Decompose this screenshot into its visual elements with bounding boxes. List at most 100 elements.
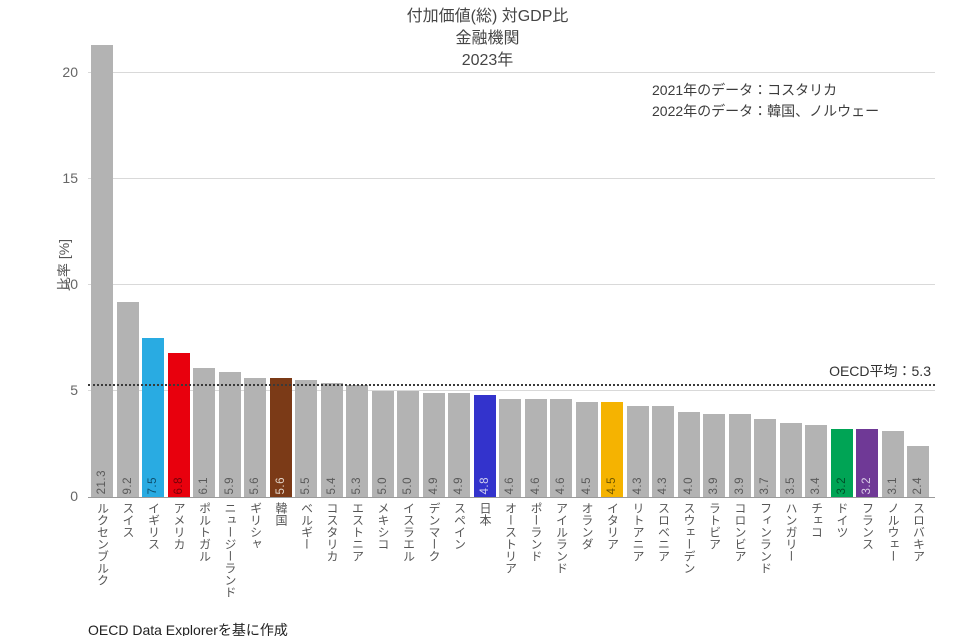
bar-26: 3.7 フィンランド [754, 418, 776, 574]
bar-16: 4.6 オーストリア [499, 399, 521, 574]
bar-value-10: 5.3 [351, 476, 363, 495]
x-label-14: スペイン [452, 502, 467, 550]
data-year-note: 2021年のデータ：コスタリカ 2022年のデータ：韓国、ノルウェー [652, 80, 879, 122]
x-label-28: チェコ [809, 502, 824, 538]
bar-6: 5.6 ギリシャ [244, 378, 266, 550]
x-label-4: ポルトガル [197, 502, 212, 562]
bar-value-31: 3.1 [886, 476, 899, 495]
x-label-2: イギリス [146, 502, 161, 550]
bar-20: 4.5 イタリア [601, 401, 623, 550]
bar-25: 3.9 コロンビア [728, 414, 751, 562]
bar-17: 4.6 ポーランド [524, 399, 547, 562]
bar-23: 4.0 スウェーデン [677, 412, 700, 574]
bar-value-27: 3.5 [784, 476, 797, 495]
bar-21: 4.3 リトアニア [626, 405, 649, 562]
chart-title: 付加価値(総) 対GDP比 [396, 6, 579, 28]
x-label-23: スウェーデン [682, 502, 696, 574]
bar-8: 5.5 ベルギー [295, 380, 317, 550]
bar-31: 3.1 ノルウェー [881, 431, 904, 562]
bar-value-5: 5.9 [223, 476, 236, 495]
bar-3: 6.8 アメリカ [167, 352, 190, 550]
bar-5: 5.9 ニュージーランド [218, 371, 241, 598]
bar-11: 5.0 メキシコ [371, 391, 394, 550]
x-label-9: コスタリカ [325, 502, 339, 562]
bar-value-6: 5.6 [249, 476, 261, 495]
x-label-22: スロベニア [656, 502, 671, 562]
bar-2: 7.5 イギリス [142, 338, 164, 550]
bar-value-25: 3.9 [733, 476, 746, 495]
bar-27: 3.5 ハンガリー [779, 422, 802, 562]
chart-subtitle: 金融機関 [445, 28, 530, 50]
bar-24: 3.9 ラトビア [703, 414, 725, 550]
x-label-26: フィンランド [758, 502, 773, 574]
bar-value-11: 5.0 [376, 476, 389, 495]
x-label-19: オランダ [580, 502, 594, 550]
x-label-6: ギリシャ [248, 502, 263, 550]
bar-value-14: 4.9 [453, 476, 465, 495]
bar-value-30: 3.2 [861, 476, 873, 495]
source-note: OECD Data Explorerを基に作成 [88, 620, 288, 636]
bar-value-8: 5.5 [300, 476, 312, 495]
bar-value-12: 5.0 [402, 476, 414, 495]
data-year-note-line2: 2022年のデータ：韓国、ノルウェー [652, 103, 880, 119]
bar-19: 4.5 オランダ [575, 401, 598, 550]
gridline-10 [88, 284, 935, 285]
bar-value-29: 3.2 [835, 476, 848, 495]
x-label-8: ベルギー [299, 502, 314, 550]
bar-value-28: 3.4 [810, 476, 822, 495]
bar-value-32: 2.4 [912, 476, 924, 495]
x-label-30: フランス [860, 502, 875, 550]
y-tick-5: 5 [70, 382, 78, 398]
y-tick-0: 0 [70, 488, 78, 504]
bar-1: 9.2 スイス [116, 301, 139, 538]
x-label-27: ハンガリー [784, 502, 798, 562]
bar-10: 5.3 エストニア [346, 384, 368, 562]
x-label-13: デンマーク [427, 502, 441, 562]
chart-title-block: 付加価値(総) 対GDP比 金融機関 2023年 [0, 6, 975, 72]
bar-value-20: 4.5 [606, 476, 618, 495]
bar-value-16: 4.6 [504, 476, 516, 495]
bar-9: 5.4 コスタリカ [320, 382, 343, 562]
bar-value-7: 5.6 [274, 476, 287, 495]
bar-value-1: 9.2 [121, 476, 134, 495]
x-label-7: 韓国 [274, 502, 288, 526]
x-label-11: メキシコ [376, 502, 390, 550]
gridline-15 [88, 178, 935, 179]
bar-value-21: 4.3 [631, 476, 644, 495]
chart-year: 2023年 [451, 50, 524, 72]
x-label-0: ルクセンブルク [95, 502, 110, 586]
x-label-18: アイルランド [554, 502, 569, 574]
bar-28: 3.4 チェコ [805, 424, 827, 538]
y-tick-15: 15 [62, 170, 78, 186]
x-label-12: イスラエル [401, 502, 416, 562]
oecd-average-label: OECD平均：5.3 [827, 360, 933, 381]
data-year-note-line1: 2021年のデータ：コスタリカ [652, 82, 838, 98]
bar-30: 3.2 フランス [856, 429, 878, 550]
bars-container: 21.3 ルクセンブルク 9.2 スイス 7.5 イギリス 6.8 アメリカ 6.1 ポルトガル 5… [91, 45, 929, 598]
x-label-24: ラトビア [707, 502, 722, 550]
x-label-3: アメリカ [172, 502, 186, 550]
x-label-15: 日本 [478, 502, 492, 526]
bar-12: 5.0 イスラエル [397, 391, 419, 562]
bar-value-0: 21.3 [96, 469, 108, 494]
x-label-31: ノルウェー [886, 502, 900, 562]
x-label-20: イタリア [605, 502, 620, 550]
bar-4: 6.1 ポルトガル [193, 367, 215, 562]
bar-7: 5.6 韓国 [269, 378, 292, 526]
bar-22: 4.3 スロベニア [652, 405, 674, 562]
bar-18: 4.6 アイルランド [550, 399, 572, 574]
x-label-10: エストニア [350, 502, 365, 562]
gridline-5 [88, 390, 935, 391]
x-label-1: スイス [121, 502, 135, 538]
bar-value-22: 4.3 [657, 476, 669, 495]
y-tick-10: 10 [62, 276, 78, 292]
bar-value-2: 7.5 [147, 476, 159, 495]
x-label-32: スロバキア [911, 502, 926, 562]
bar-value-15: 4.8 [478, 476, 491, 495]
y-tick-20: 20 [62, 64, 78, 80]
x-label-25: コロンビア [733, 502, 747, 562]
x-label-21: リトアニア [631, 502, 645, 562]
bar-value-26: 3.7 [759, 476, 771, 495]
x-label-16: オーストリア [503, 502, 518, 574]
